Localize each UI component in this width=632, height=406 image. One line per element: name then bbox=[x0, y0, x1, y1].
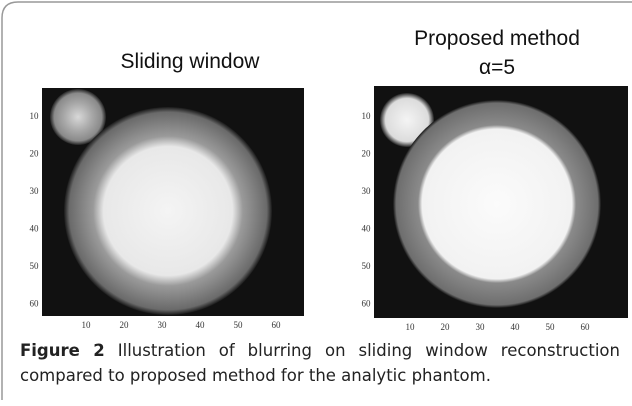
x-tick-label: 30 bbox=[476, 322, 486, 332]
y-tick-label: 20 bbox=[362, 149, 372, 159]
panel-title: Sliding window bbox=[121, 50, 261, 73]
y-tick-label: 50 bbox=[362, 261, 372, 271]
y-tick-label: 40 bbox=[30, 224, 40, 234]
y-tick-label: 30 bbox=[30, 186, 40, 196]
y-tick-label: 10 bbox=[30, 111, 40, 121]
x-tick-label: 10 bbox=[82, 320, 92, 330]
y-tick-label: 10 bbox=[362, 111, 372, 121]
x-tick-label: 40 bbox=[511, 322, 521, 332]
y-tick-label: 60 bbox=[30, 299, 40, 309]
x-tick-label: 50 bbox=[546, 322, 556, 332]
y-tick-label: 60 bbox=[362, 299, 372, 309]
caption-label: Figure 2 bbox=[20, 341, 105, 360]
x-tick-label: 20 bbox=[441, 322, 451, 332]
panel-title: Proposed method bbox=[414, 27, 580, 50]
y-tick-label: 40 bbox=[362, 224, 372, 234]
x-tick-label: 40 bbox=[196, 320, 206, 330]
y-tick-label: 20 bbox=[30, 149, 40, 159]
x-tick-label: 50 bbox=[234, 320, 244, 330]
panel-title: α=5 bbox=[479, 56, 515, 79]
x-tick-label: 60 bbox=[272, 320, 282, 330]
large-disk bbox=[393, 100, 601, 308]
caption-text: Illustration of blurring on sliding wind… bbox=[20, 341, 620, 385]
page: Sliding window Proposed method α=5 10 20 3… bbox=[0, 0, 632, 406]
x-tick-label: 30 bbox=[158, 320, 168, 330]
y-tick-label: 30 bbox=[362, 186, 372, 196]
y-tick-label: 50 bbox=[30, 261, 40, 271]
x-tick-label: 20 bbox=[120, 320, 130, 330]
x-tick-label: 10 bbox=[406, 322, 416, 332]
caption: Figure 2 Illustration of blurring on sli… bbox=[20, 338, 620, 388]
x-tick-label: 60 bbox=[581, 322, 591, 332]
large-disk bbox=[64, 107, 272, 315]
